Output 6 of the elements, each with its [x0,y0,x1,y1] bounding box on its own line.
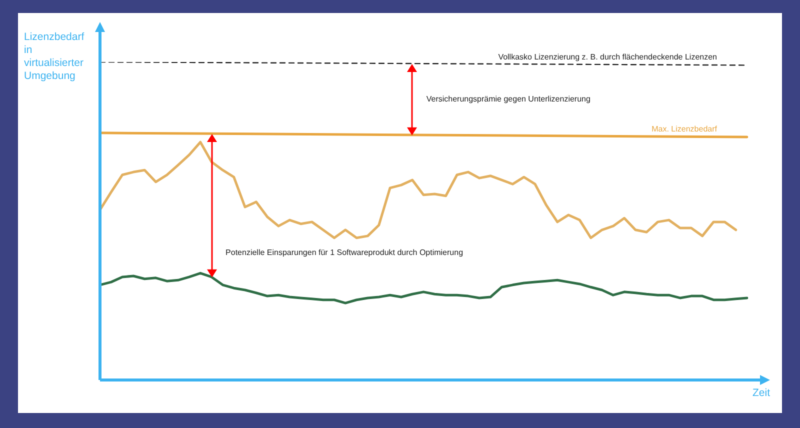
x-axis-title: Zeit [752,387,770,400]
y-axis-title: Lizenzbedarf in virtualisierter Umgebung [24,31,84,82]
series-label: Vollkasko Lizenzierung z. B. durch flächendeckende Lizenzen [498,52,717,62]
series-label: Max. Lizenzbedarf [652,124,718,134]
annotation: Versicherungsprämie gegen Unterlizenzierung [426,94,590,104]
annotation: Potenzielle Einsparungen für 1 Softwareprodukt durch Optimierung [226,248,464,258]
